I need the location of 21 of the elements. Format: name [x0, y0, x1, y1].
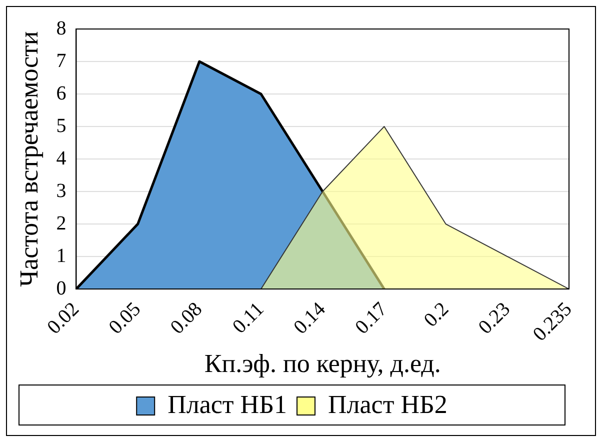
y-tick-label: 5	[56, 114, 66, 137]
y-axis-title: Частота встречаемости	[14, 31, 44, 287]
y-tick-label: 1	[56, 244, 66, 267]
x-tick-label: 0.11	[228, 298, 268, 338]
y-tick-label: 3	[56, 180, 66, 202]
x-tick-label: 0.02	[43, 298, 84, 338]
x-tick-label: 0.14	[290, 298, 330, 338]
x-tick-label: 0.05	[104, 298, 146, 338]
x-tick-label: 0.08	[166, 298, 207, 338]
y-tick-label: 6	[56, 82, 66, 104]
x-axis-title: Кп.эф. по керну, д.ед.	[204, 349, 441, 378]
y-tick-label: 4	[56, 147, 66, 170]
y-tick-label: 0	[56, 277, 66, 300]
x-tick-label: 0.2	[420, 298, 454, 332]
y-tick-label: 7	[56, 50, 66, 72]
x-tick-label: 0.23	[474, 298, 515, 338]
legend-label: Пласт НБ1	[168, 390, 288, 419]
legend-label: Пласт НБ2	[328, 390, 448, 419]
x-tick-label: 0.17	[351, 298, 392, 338]
y-tick-label: 8	[56, 17, 66, 40]
y-tick-label: 2	[56, 212, 66, 234]
